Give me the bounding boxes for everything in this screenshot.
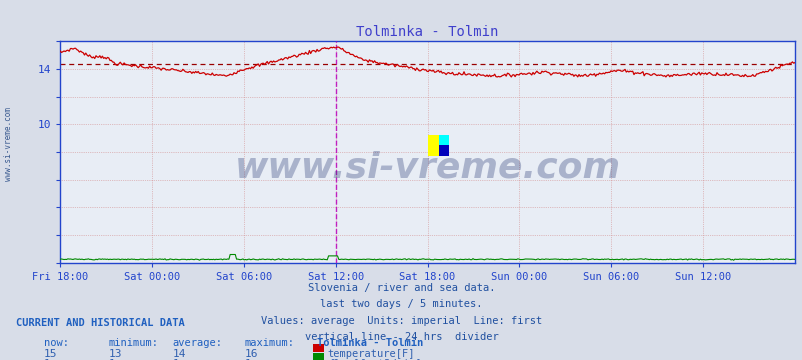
Text: flow[foot3/min]: flow[foot3/min] <box>327 359 421 360</box>
Text: last two days / 5 minutes.: last two days / 5 minutes. <box>320 299 482 309</box>
Text: www.si-vreme.com: www.si-vreme.com <box>3 107 13 181</box>
Text: now:: now: <box>44 338 69 348</box>
Bar <box>438 135 448 145</box>
Text: 14: 14 <box>172 349 186 359</box>
Text: vertical line - 24 hrs  divider: vertical line - 24 hrs divider <box>304 332 498 342</box>
Text: maximum:: maximum: <box>245 338 294 348</box>
Text: 13: 13 <box>108 349 122 359</box>
Text: 1: 1 <box>172 359 179 360</box>
Text: Values: average  Units: imperial  Line: first: Values: average Units: imperial Line: fi… <box>261 316 541 326</box>
Text: 1: 1 <box>108 359 115 360</box>
Text: 1: 1 <box>245 359 251 360</box>
Text: Slovenia / river and sea data.: Slovenia / river and sea data. <box>307 283 495 293</box>
Text: 1: 1 <box>44 359 51 360</box>
Text: average:: average: <box>172 338 222 348</box>
Text: Tolminka - Tolmin: Tolminka - Tolmin <box>317 338 423 348</box>
Text: www.si-vreme.com: www.si-vreme.com <box>234 150 620 185</box>
Bar <box>438 145 448 156</box>
Title: Tolminka - Tolmin: Tolminka - Tolmin <box>356 25 498 39</box>
Text: 15: 15 <box>44 349 58 359</box>
Text: minimum:: minimum: <box>108 338 158 348</box>
Bar <box>427 135 438 156</box>
Text: temperature[F]: temperature[F] <box>327 349 415 359</box>
Text: CURRENT AND HISTORICAL DATA: CURRENT AND HISTORICAL DATA <box>16 318 184 328</box>
Text: 16: 16 <box>245 349 258 359</box>
